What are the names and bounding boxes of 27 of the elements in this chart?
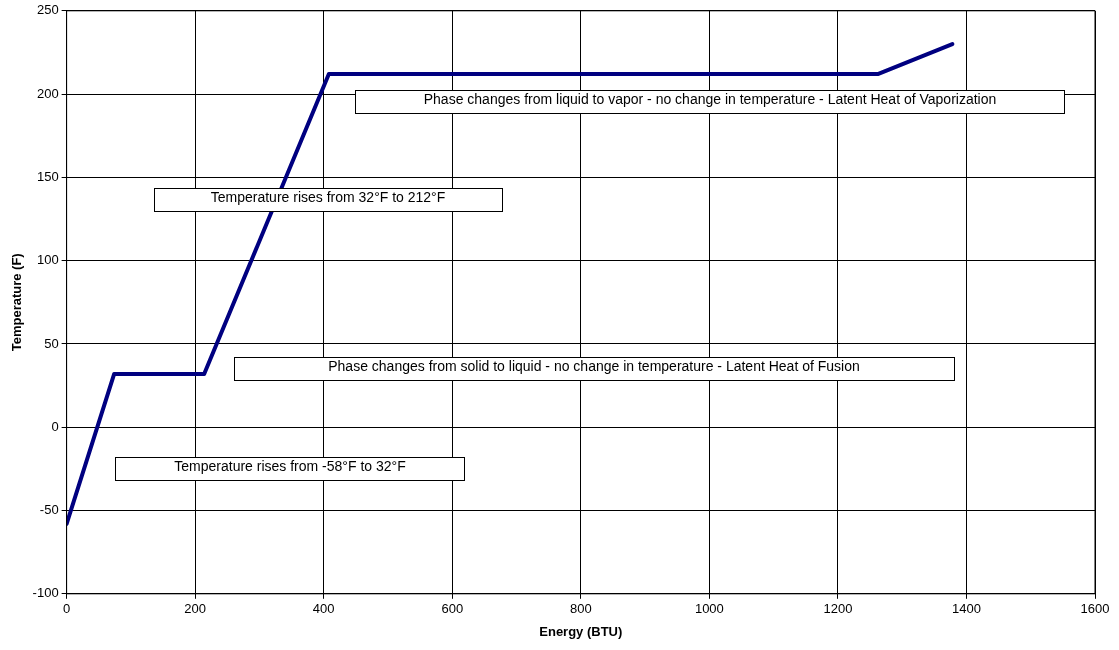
annotation: Temperature rises from 32°F to 212°F: [210, 189, 446, 205]
x-tick-label: 1000: [694, 601, 724, 617]
x-tick-label: 1400: [951, 601, 981, 617]
x-tick-label: 200: [184, 601, 207, 617]
x-tick-label: 1600: [1080, 601, 1110, 617]
y-tick-label: -50: [39, 502, 59, 518]
x-tick-label: 800: [569, 601, 592, 617]
note-box: Temperature rises from -58°F to 32°F: [115, 457, 465, 481]
y-tick-label: 100: [36, 252, 59, 268]
annotation: Phase changes from liquid to vapor - no change in temperature - Latent Heat of Vaporization: [423, 91, 997, 107]
y-axis-title: Temperature (F): [9, 253, 25, 352]
y-tick-label: 50: [44, 335, 59, 351]
x-tick-label: 400: [312, 601, 335, 617]
x-tick-label: 600: [441, 601, 464, 617]
x-tick-label: 1200: [823, 601, 853, 617]
x-tick-label: 0: [63, 601, 71, 617]
x-axis-title: Energy (BTU): [539, 623, 623, 639]
y-tick-label: 200: [36, 85, 59, 101]
annotation: Phase changes from solid to liquid - no change in temperature - Latent Heat of Fusion: [328, 358, 860, 374]
note-box: Temperature rises from 32°F to 212°F: [153, 188, 503, 212]
y-tick-label: 250: [36, 2, 59, 18]
y-tick-label: -100: [32, 585, 59, 601]
note-box: Phase changes from liquid to vapor - no change in temperature - Latent Heat of Vaporization: [355, 90, 1065, 114]
y-tick-label: 0: [51, 418, 59, 434]
annotation: Temperature rises from -58°F to 32°F: [174, 458, 406, 474]
note-box: Phase changes from solid to liquid - no change in temperature - Latent Heat of Fusion: [233, 357, 955, 381]
y-tick-label: 150: [36, 168, 59, 184]
